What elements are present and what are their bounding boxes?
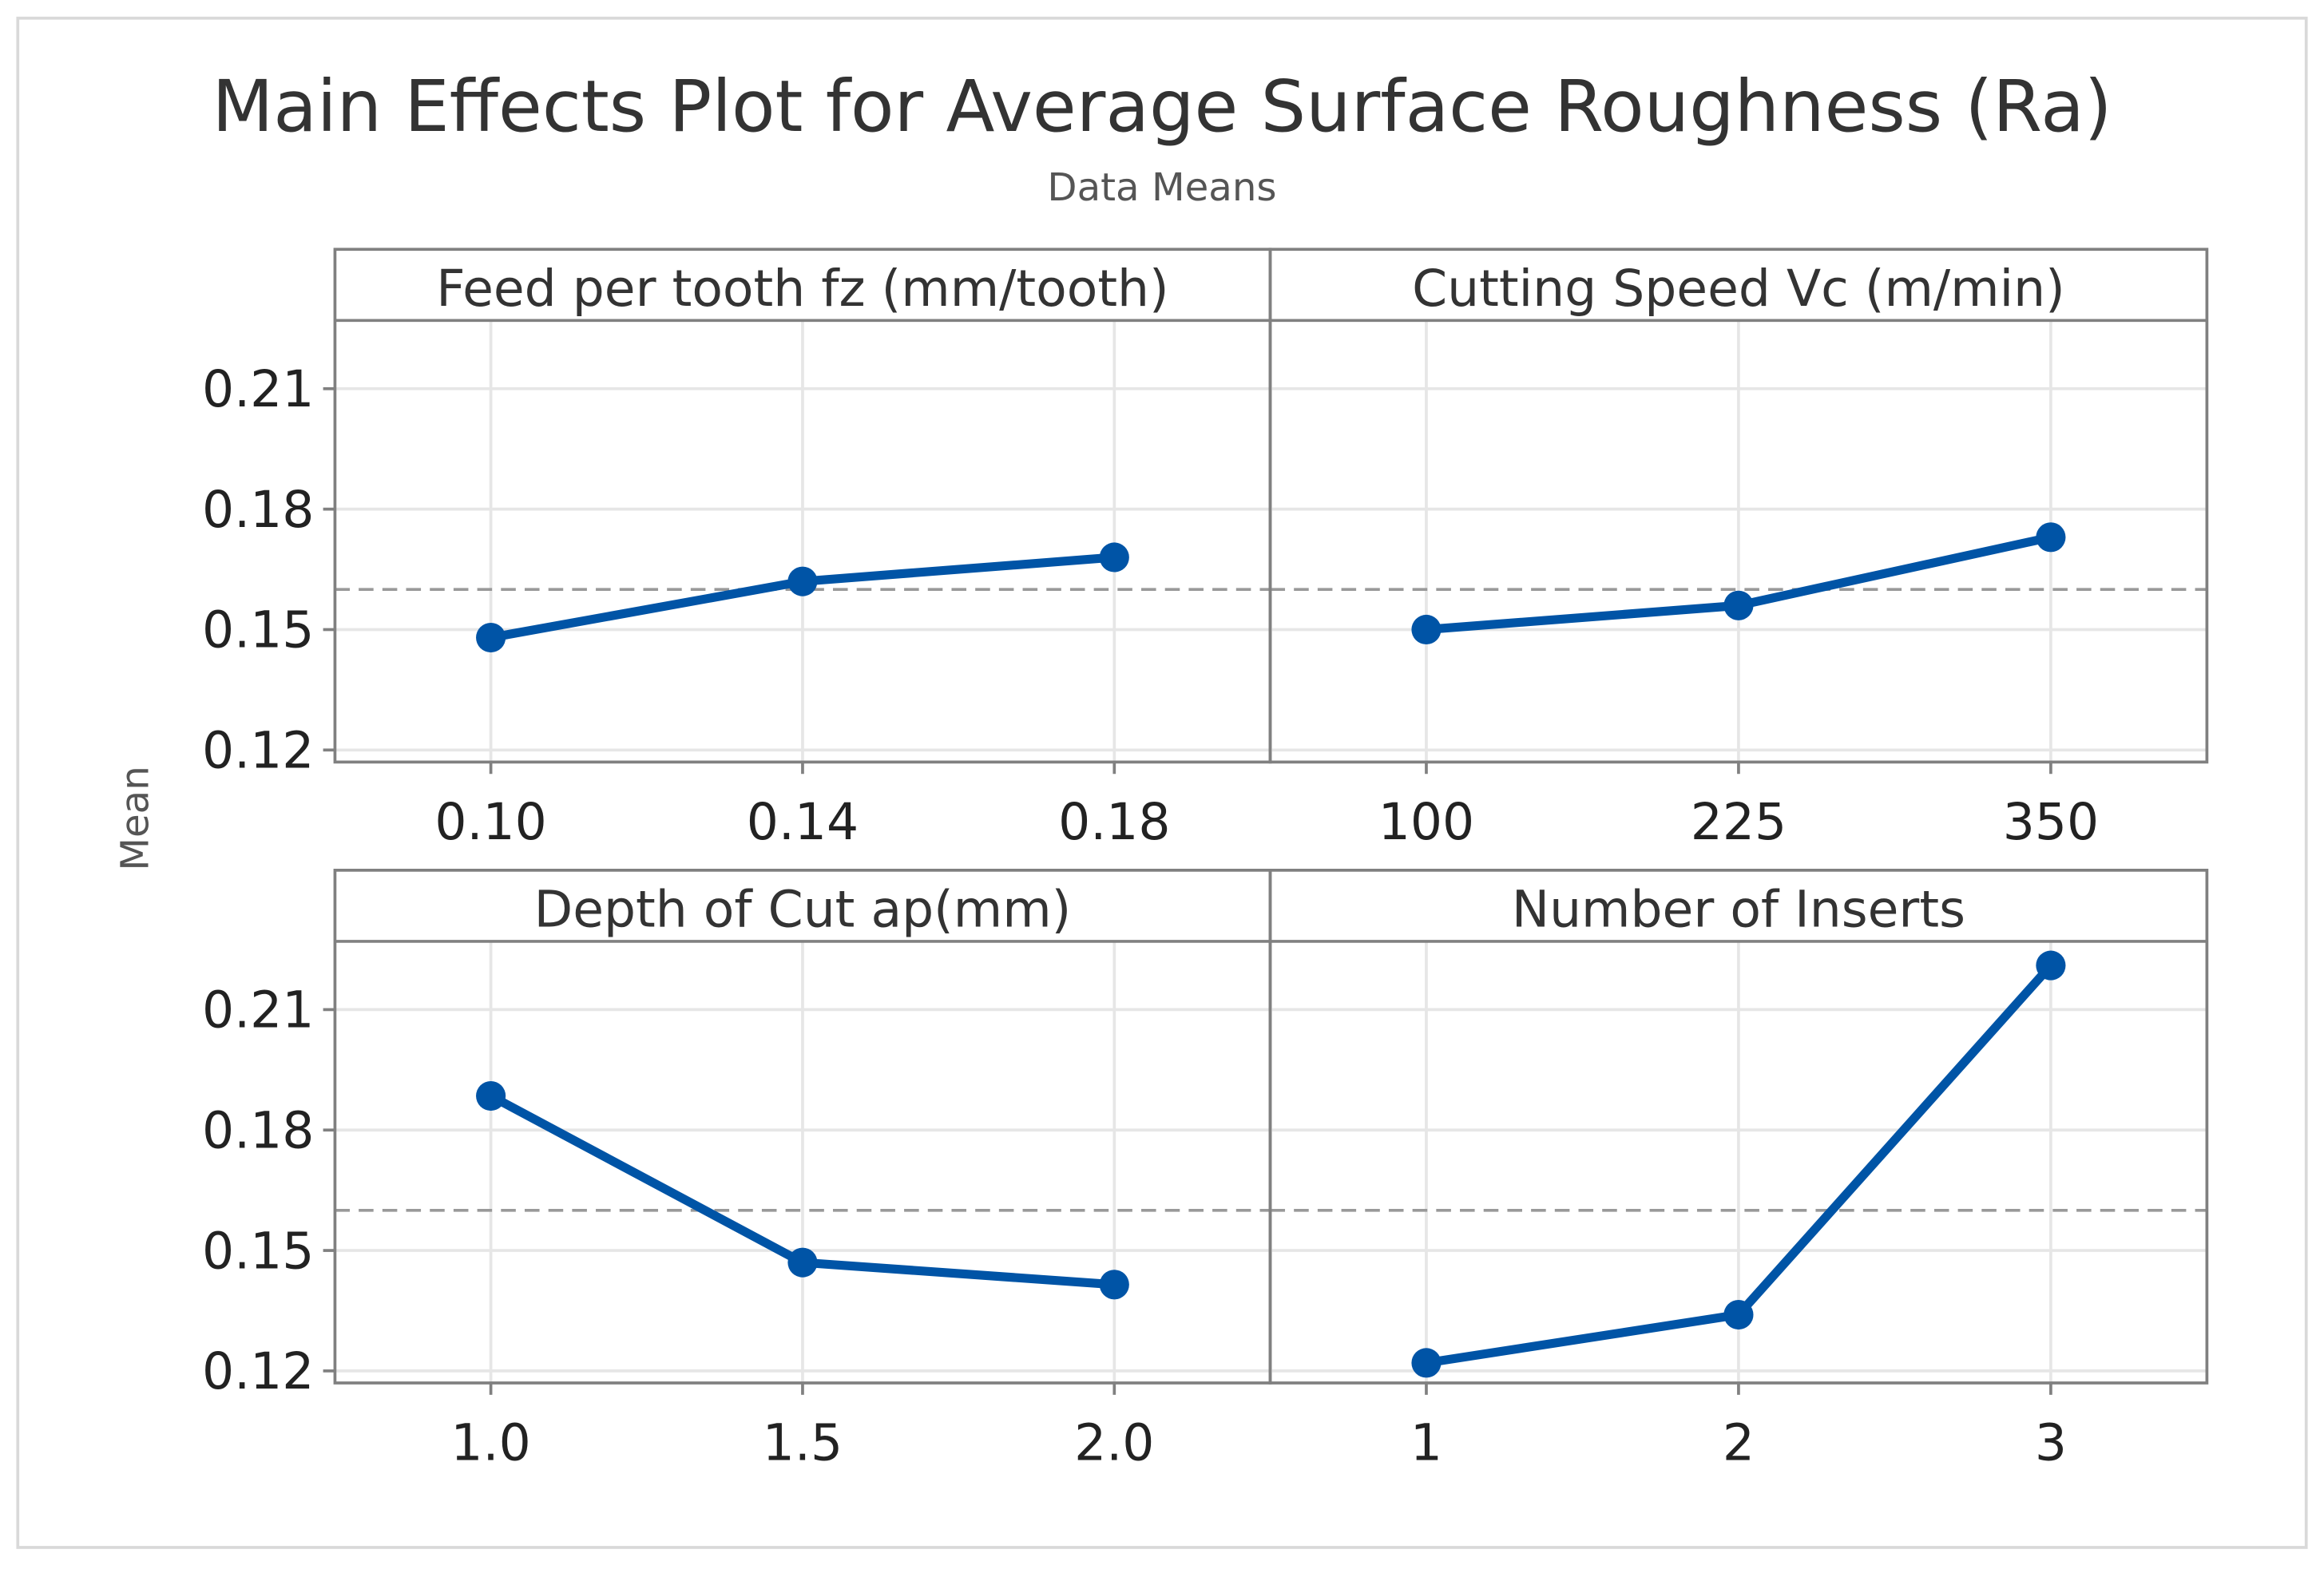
data-point <box>2036 950 2066 981</box>
panel-title: Feed per tooth fz (mm/tooth) <box>436 259 1168 318</box>
panel-title: Depth of Cut ap(mm) <box>534 879 1072 938</box>
x-tick-label: 100 <box>1378 792 1474 851</box>
x-tick-label: 0.18 <box>1058 792 1170 851</box>
data-point <box>476 1080 506 1111</box>
y-tick-label: 0.15 <box>202 600 314 660</box>
data-point <box>2036 522 2066 553</box>
y-tick-label: 0.21 <box>202 981 314 1040</box>
y-tick-label: 0.18 <box>202 1101 314 1160</box>
data-point <box>1411 614 1442 645</box>
chart-frame <box>16 16 2308 1549</box>
y-tick-label: 0.21 <box>202 359 314 418</box>
panel-4: Number of Inserts 1 2 3 <box>1268 869 2209 1472</box>
x-tick-label: 350 <box>2003 792 2099 851</box>
y-tick-label: 0.18 <box>202 480 314 539</box>
data-point <box>787 566 818 596</box>
panel-title: Number of Inserts <box>1512 879 1965 938</box>
data-point <box>1099 542 1129 573</box>
chart-title: Main Effects Plot for Average Surface Ro… <box>212 65 2112 149</box>
data-point <box>787 1247 818 1278</box>
panel-title: Cutting Speed Vc (m/min) <box>1412 259 2065 318</box>
chart-subtitle: Data Means <box>1047 165 1276 210</box>
x-tick-label: 2 <box>1723 1413 1755 1472</box>
y-tick-label: 0.12 <box>202 1341 314 1401</box>
x-tick-label: 0.14 <box>747 792 859 851</box>
x-tick-label: 1.0 <box>450 1413 530 1472</box>
x-tick-label: 3 <box>2035 1413 2067 1472</box>
y-tick-label: 0.12 <box>202 721 314 780</box>
x-tick-label: 1 <box>1410 1413 1442 1472</box>
data-point <box>1723 1299 1754 1330</box>
data-point <box>476 622 506 653</box>
panel-1: Feed per tooth fz (mm/tooth) 0.10 0.14 0.18… <box>202 248 1272 851</box>
data-point <box>1099 1270 1129 1300</box>
y-axis-label: Mean <box>113 766 158 870</box>
x-tick-label: 0.10 <box>434 792 546 851</box>
x-tick-label: 1.5 <box>763 1413 843 1472</box>
data-point <box>1723 590 1754 620</box>
panel-3: Depth of Cut ap(mm) 1.0 1.5 2.0 0.12 0.15 0.18… <box>202 869 1272 1472</box>
x-tick-label: 2.0 <box>1074 1413 1154 1472</box>
y-tick-label: 0.15 <box>202 1221 314 1280</box>
panel-2: Cutting Speed Vc (m/min) 100 225 350 <box>1268 248 2209 851</box>
data-point <box>1411 1348 1442 1378</box>
x-tick-label: 225 <box>1691 792 1787 851</box>
